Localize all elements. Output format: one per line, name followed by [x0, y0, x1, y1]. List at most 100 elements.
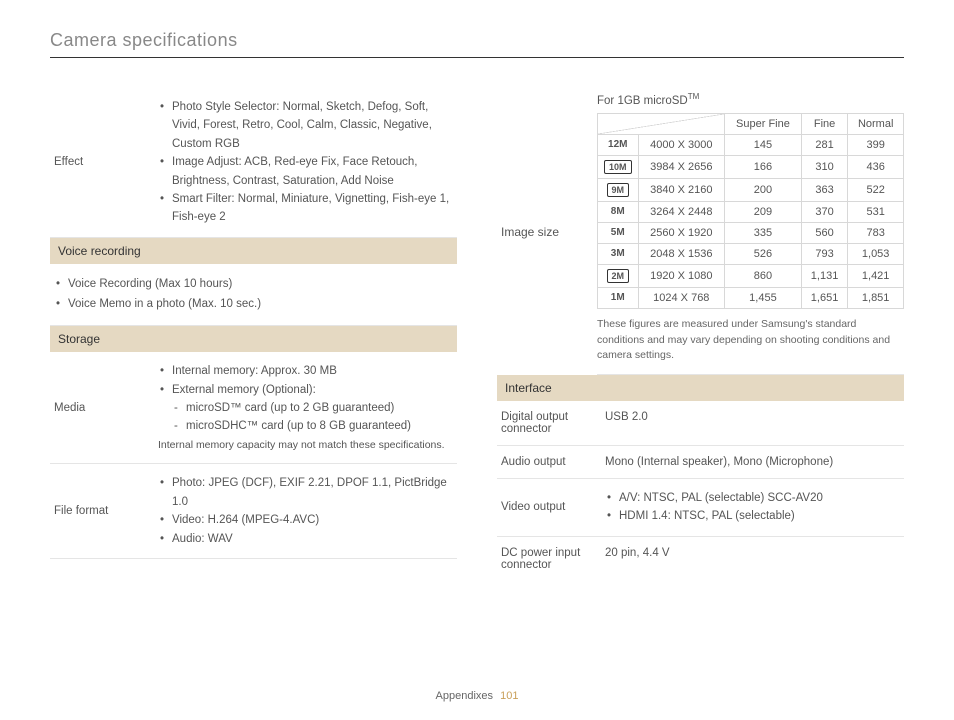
image-size-table: Super FineFineNormal12M4000 X 3000145281… [597, 113, 904, 309]
table-cell: 1920 X 1080 [638, 264, 725, 287]
label-media: Media [50, 362, 150, 453]
list-item: HDMI 1.4: NTSC, PAL (selectable) [605, 507, 904, 525]
table-cell: 3984 X 2656 [638, 155, 725, 178]
table-cell: 399 [848, 134, 904, 155]
list-item: Image Adjust: ACB, Red-eye Fix, Face Ret… [158, 153, 457, 190]
image-size-caption: For 1GB microSDTM [597, 92, 904, 107]
size-icon: 3M [598, 243, 639, 264]
interface-value: USB 2.0 [597, 411, 904, 435]
page-footer: Appendixes 101 [0, 690, 954, 702]
label-effect: Effect [50, 98, 150, 227]
table-row: 3M2048 X 15365267931,053 [598, 243, 904, 264]
interface-label: Audio output [497, 456, 597, 468]
table-cell: 1,053 [848, 243, 904, 264]
size-icon: 8M [598, 201, 639, 222]
section-storage: Storage [50, 326, 457, 352]
table-cell: 560 [801, 222, 848, 243]
right-column: Image size For 1GB microSDTM Super FineF… [497, 88, 904, 581]
interface-value: 20 pin, 4.4 V [597, 547, 904, 571]
table-cell: 1,131 [801, 264, 848, 287]
interface-label: Digital output connector [497, 411, 597, 435]
table-row: 8M3264 X 2448209370531 [598, 201, 904, 222]
footer-page-number: 101 [500, 690, 518, 702]
page-title: Camera specifications [50, 30, 904, 58]
list-item: Audio: WAV [158, 530, 457, 548]
effect-list: Photo Style Selector: Normal, Sketch, De… [158, 98, 457, 227]
table-cell: 1024 X 768 [638, 287, 725, 308]
table-row: 12M4000 X 3000145281399 [598, 134, 904, 155]
section-interface: Interface [497, 375, 904, 401]
image-size-footnote: These figures are measured under Samsung… [597, 317, 904, 364]
table-cell: 1,651 [801, 287, 848, 308]
list-item: Voice Memo in a photo (Max. 10 sec.) [54, 294, 453, 315]
table-cell: 145 [725, 134, 802, 155]
table-cell: 200 [725, 178, 802, 201]
interface-row: Video outputA/V: NTSC, PAL (selectable) … [497, 479, 904, 537]
list-item: External memory (Optional): [158, 381, 457, 399]
voice-list: Voice Recording (Max 10 hours)Voice Memo… [50, 264, 457, 326]
interface-rows: Digital output connectorUSB 2.0Audio out… [497, 401, 904, 581]
interface-label: Video output [497, 489, 597, 526]
size-icon: 5M [598, 222, 639, 243]
row-image-size: Image size For 1GB microSDTM Super FineF… [497, 88, 904, 375]
list-item: Photo Style Selector: Normal, Sketch, De… [158, 98, 457, 153]
table-cell: 2048 X 1536 [638, 243, 725, 264]
table-cell: 2560 X 1920 [638, 222, 725, 243]
table-cell: 436 [848, 155, 904, 178]
interface-row: Digital output connectorUSB 2.0 [497, 401, 904, 446]
size-icon: 9M [598, 178, 639, 201]
table-cell: 370 [801, 201, 848, 222]
table-cell: 281 [801, 134, 848, 155]
value-media: Internal memory: Approx. 30 MBExternal m… [150, 362, 457, 453]
list-sub-item: microSD™ card (up to 2 GB guaranteed) [158, 399, 457, 417]
table-cell: 1,421 [848, 264, 904, 287]
section-voice-recording: Voice recording [50, 238, 457, 264]
table-cell: 310 [801, 155, 848, 178]
left-column: Effect Photo Style Selector: Normal, Ske… [50, 88, 457, 581]
row-file-format: File format Photo: JPEG (DCF), EXIF 2.21… [50, 464, 457, 559]
table-row: 1M1024 X 7681,4551,6511,851 [598, 287, 904, 308]
interface-label: DC power input connector [497, 547, 597, 571]
table-header: Fine [801, 113, 848, 134]
table-cell: 4000 X 3000 [638, 134, 725, 155]
interface-row: Audio outputMono (Internal speaker), Mon… [497, 446, 904, 479]
table-cell: 335 [725, 222, 802, 243]
table-cell: 860 [725, 264, 802, 287]
table-cell: 531 [848, 201, 904, 222]
list-item: Voice Recording (Max 10 hours) [54, 274, 453, 295]
table-cell: 3264 X 2448 [638, 201, 725, 222]
table-cell: 209 [725, 201, 802, 222]
table-cell: 363 [801, 178, 848, 201]
size-icon: 2M [598, 264, 639, 287]
value-file-format: Photo: JPEG (DCF), EXIF 2.21, DPOF 1.1, … [150, 474, 457, 548]
row-media: Media Internal memory: Approx. 30 MBExte… [50, 352, 457, 464]
label-image-size: Image size [497, 88, 597, 375]
table-cell: 3840 X 2160 [638, 178, 725, 201]
table-row: 2M1920 X 10808601,1311,421 [598, 264, 904, 287]
list-item: Photo: JPEG (DCF), EXIF 2.21, DPOF 1.1, … [158, 474, 457, 511]
size-icon: 10M [598, 155, 639, 178]
file-format-list: Photo: JPEG (DCF), EXIF 2.21, DPOF 1.1, … [158, 474, 457, 548]
table-row: 5M2560 X 1920335560783 [598, 222, 904, 243]
content-columns: Effect Photo Style Selector: Normal, Ske… [50, 88, 904, 581]
row-effect: Effect Photo Style Selector: Normal, Ske… [50, 88, 457, 238]
interface-value: Mono (Internal speaker), Mono (Microphon… [597, 456, 904, 468]
list-item: Internal memory: Approx. 30 MB [158, 362, 457, 380]
table-cell: 522 [848, 178, 904, 201]
footer-label: Appendixes [436, 690, 494, 702]
size-icon: 1M [598, 287, 639, 308]
table-cell: 793 [801, 243, 848, 264]
list-item: A/V: NTSC, PAL (selectable) SCC-AV20 [605, 489, 904, 507]
list-item: Smart Filter: Normal, Miniature, Vignett… [158, 190, 457, 227]
table-cell: 783 [848, 222, 904, 243]
value-effect: Photo Style Selector: Normal, Sketch, De… [150, 98, 457, 227]
table-header-blank [598, 113, 725, 134]
table-cell: 1,455 [725, 287, 802, 308]
media-note: Internal memory capacity may not match t… [158, 438, 457, 454]
table-header: Super Fine [725, 113, 802, 134]
list-item: Video: H.264 (MPEG-4.AVC) [158, 511, 457, 529]
table-cell: 526 [725, 243, 802, 264]
list-sub-item: microSDHC™ card (up to 8 GB guaranteed) [158, 417, 457, 435]
interface-value: A/V: NTSC, PAL (selectable) SCC-AV20HDMI… [597, 489, 904, 526]
table-cell: 166 [725, 155, 802, 178]
